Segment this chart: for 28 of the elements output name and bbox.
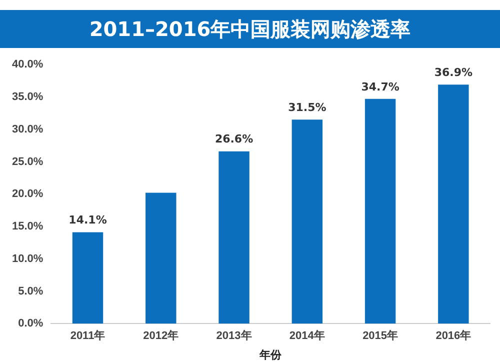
bar	[292, 120, 323, 324]
chart-title: 2011–2016年中国服装网购渗透率	[0, 10, 500, 48]
y-tick-label: 15.0%	[12, 220, 44, 233]
y-tick-label: 40.0%	[12, 58, 44, 71]
data-label: 34.7%	[361, 80, 400, 94]
x-axis-title: 年份	[258, 348, 283, 362]
x-tick-label: 2013年	[216, 329, 252, 342]
bar	[364, 98, 396, 324]
x-tick-label: 2015年	[362, 329, 398, 342]
data-label: 14.1%	[68, 214, 107, 227]
bar	[72, 232, 104, 324]
y-tick-label: 35.0%	[12, 91, 44, 104]
y-tick-label: 5.0%	[18, 285, 44, 298]
bar	[146, 192, 176, 324]
bar	[218, 151, 250, 324]
bar	[438, 84, 469, 324]
y-tick-label: 20.0%	[12, 188, 44, 200]
data-label: 36.9%	[434, 66, 473, 80]
y-tick-label: 25.0%	[12, 156, 44, 168]
y-tick-label: 30.0%	[12, 123, 44, 136]
x-tick-label: 2012年	[143, 329, 179, 342]
x-tick-label: 2011年	[70, 329, 106, 342]
x-tick-label: 2014年	[289, 329, 325, 342]
y-tick-label: 10.0%	[12, 252, 44, 265]
y-tick-label: 0.0%	[18, 318, 44, 330]
x-tick-label: 2016年	[436, 329, 472, 342]
data-label: 26.6%	[214, 132, 254, 146]
data-label: 31.5%	[288, 100, 326, 114]
